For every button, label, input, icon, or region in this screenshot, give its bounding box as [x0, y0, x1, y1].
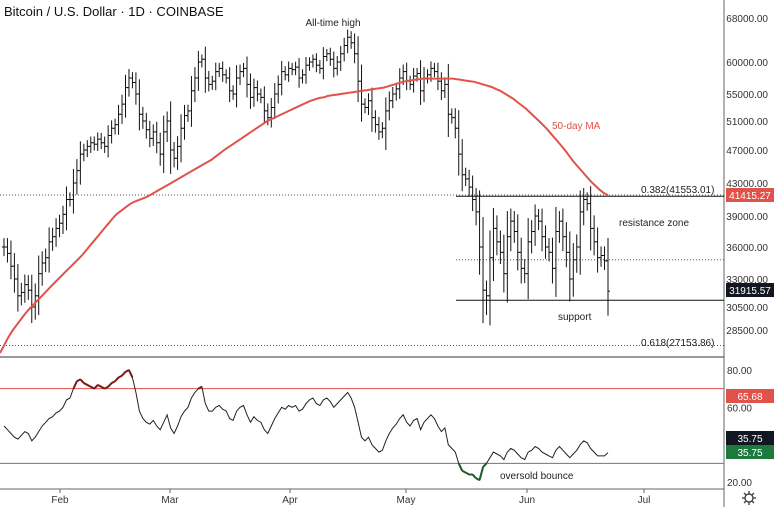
rsi-highlight-segment [97, 384, 102, 388]
time-tick-label: Feb [51, 495, 69, 506]
rsi-highlight-segment [128, 369, 134, 378]
rsi-highlight-segment [90, 385, 95, 390]
rsi-highlight-segment [482, 462, 488, 468]
rsi-highlight-segment [100, 385, 106, 390]
candles [2, 29, 610, 326]
annotation-resistance: resistance zone [619, 218, 689, 229]
rsi-highlight-segment [76, 378, 81, 383]
level-lines [0, 194, 724, 346]
rsi-tag-1 [726, 431, 774, 445]
price-tick-label: 36000.00 [726, 243, 768, 254]
price-tick-label: 55000.00 [726, 90, 768, 101]
last-price-tag [726, 283, 774, 297]
rsi-highlight-segment [104, 385, 109, 390]
price-tick-label: 60000.00 [726, 58, 768, 69]
time-tick-label: Jun [519, 495, 535, 506]
rsi-label-1: 35.75 [737, 434, 762, 445]
ma-value-label: 41415.27 [729, 191, 771, 202]
annotation-support: support [558, 312, 592, 323]
time-tick-label: Jul [638, 495, 651, 506]
ma-value-tag [726, 188, 774, 202]
ma-line [0, 77, 609, 354]
rsi-highlight-segment [83, 382, 88, 386]
rsi-highlight-segment [457, 462, 464, 472]
price-tick-label: 33000.00 [726, 275, 768, 286]
rsi-highlights [72, 369, 488, 482]
rsi-highlight-segment [93, 384, 99, 390]
price-tick-label: 28500.00 [726, 326, 768, 337]
price-tick-label: 39000.00 [726, 212, 768, 223]
rsi-tag-2 [726, 445, 774, 459]
annotation-fib382: 0.382(41553.01) [641, 185, 714, 196]
rsi-highlight-segment [478, 466, 485, 481]
time-axis-ticks: Feb Mar Apr May Jun Jul [51, 489, 650, 506]
price-tick-label: 68000.00 [726, 14, 768, 25]
annotation-oversold: oversold bounce [500, 471, 574, 482]
rsi-levels [0, 388, 724, 464]
rsi-highlight-segment [107, 382, 113, 388]
rsi-upper-label: 65.68 [737, 392, 762, 403]
rsi-highlight-segment [471, 473, 477, 479]
rsi-highlight-segment [86, 384, 92, 388]
rsi-highlight-segment [79, 378, 85, 384]
annotation-ath: All-time high [305, 18, 360, 29]
last-price-label: 31915.57 [729, 286, 771, 297]
rsi-highlight-segment [114, 376, 120, 382]
rsi-highlight-segment [72, 380, 78, 390]
rsi-upper-tag [726, 389, 774, 403]
rsi-highlight-segment [118, 374, 123, 379]
price-tick-label: 47000.00 [726, 146, 768, 157]
price-axis-ticks: 68000.00 60000.00 55000.00 51000.00 47000.00… [726, 14, 768, 337]
time-tick-label: Mar [161, 495, 179, 506]
price-tick-label: 30500.00 [726, 303, 768, 314]
settings-gear-icon[interactable] [742, 491, 756, 505]
time-tick-label: May [397, 495, 416, 506]
annotation-ma: 50-day MA [552, 121, 601, 132]
annotation-fib618: 0.618(27153.86) [641, 338, 714, 349]
rsi-highlight-segment [197, 385, 203, 390]
rsi-highlight-segment [461, 469, 467, 474]
price-tick-label: 51000.00 [726, 117, 768, 128]
rsi-highlight-segment [465, 471, 470, 476]
rsi-tick-label: 20.00 [727, 478, 752, 489]
rsi-tick-label: 80.00 [727, 366, 752, 377]
price-tick-label: 43000.00 [726, 179, 768, 190]
rsi-highlight-segment [111, 380, 116, 384]
chart-title: Bitcoin / U.S. Dollar · 1D · COINBASE [4, 4, 224, 19]
time-tick-label: Apr [282, 495, 298, 506]
rsi-tick-label: 60.00 [727, 403, 752, 414]
rsi-highlight-segment [121, 371, 127, 377]
rsi-label-2: 35.75 [737, 448, 762, 459]
